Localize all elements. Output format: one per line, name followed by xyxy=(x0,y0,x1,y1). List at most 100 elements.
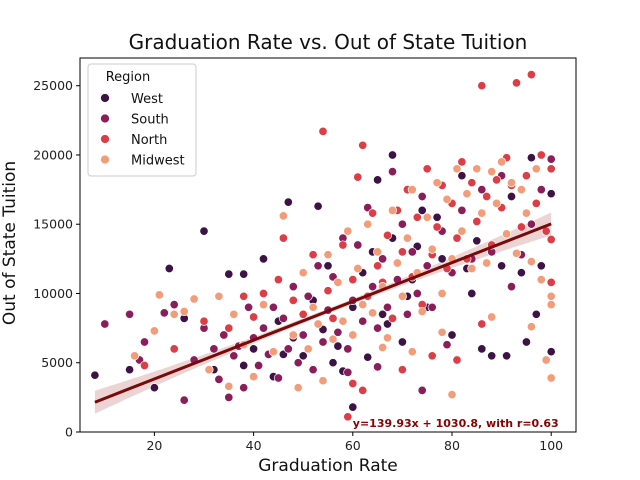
data-point xyxy=(467,178,477,188)
data-point xyxy=(526,219,536,229)
data-point xyxy=(258,323,269,333)
data-point xyxy=(308,250,318,260)
data-point xyxy=(502,351,512,361)
data-point xyxy=(427,351,437,361)
data-point xyxy=(506,178,517,188)
data-point xyxy=(313,319,323,329)
data-point xyxy=(536,150,546,160)
y-tick-label: 25000 xyxy=(33,78,73,93)
data-point xyxy=(497,261,507,271)
x-tick-label: 20 xyxy=(146,438,162,453)
data-point xyxy=(348,275,358,285)
data-point xyxy=(506,191,517,202)
data-point xyxy=(531,198,541,208)
data-point xyxy=(244,302,254,312)
data-point xyxy=(477,344,487,354)
data-point xyxy=(273,373,283,383)
x-tick-label: 100 xyxy=(539,438,563,453)
data-point xyxy=(382,230,393,240)
data-point xyxy=(521,208,531,218)
legend-title: Region xyxy=(106,70,151,85)
data-point xyxy=(457,205,467,215)
data-point xyxy=(447,330,457,340)
y-tick-label: 20000 xyxy=(33,147,73,162)
data-point xyxy=(293,383,303,393)
data-point xyxy=(472,236,482,246)
data-point xyxy=(298,309,308,319)
data-point xyxy=(516,185,526,195)
data-point xyxy=(169,344,179,354)
data-point xyxy=(363,352,373,362)
data-point xyxy=(452,164,462,174)
regression-annotation: y=139.93x + 1030.8, with r=0.63 xyxy=(353,417,559,430)
data-point xyxy=(467,288,477,299)
data-point xyxy=(358,316,368,326)
data-point xyxy=(546,291,556,301)
data-point xyxy=(387,313,398,323)
data-point xyxy=(224,381,234,391)
data-point xyxy=(387,150,398,160)
data-point xyxy=(437,327,447,337)
data-point xyxy=(288,295,298,305)
data-point xyxy=(521,337,531,347)
data-point xyxy=(125,309,135,319)
data-point xyxy=(546,154,556,164)
data-point xyxy=(268,347,278,357)
data-point xyxy=(546,234,556,245)
data-point xyxy=(442,340,452,350)
data-point xyxy=(273,275,283,285)
data-point xyxy=(526,153,536,163)
data-point xyxy=(378,309,388,319)
x-axis-label: Graduation Rate xyxy=(258,456,398,476)
series-west xyxy=(90,150,556,412)
data-point xyxy=(373,323,383,333)
data-point xyxy=(149,383,159,393)
y-tick-label: 10000 xyxy=(33,286,73,301)
data-point xyxy=(492,198,502,208)
data-point xyxy=(536,261,546,271)
data-point xyxy=(387,167,398,177)
legend-entry-label: West xyxy=(131,92,163,107)
data-point xyxy=(417,205,427,215)
data-point xyxy=(169,300,179,310)
data-point xyxy=(422,261,432,271)
data-point xyxy=(368,308,378,318)
data-point xyxy=(402,233,412,243)
data-point xyxy=(343,344,353,354)
data-point xyxy=(229,351,239,361)
data-point xyxy=(407,347,417,357)
data-point xyxy=(511,248,522,258)
data-point xyxy=(214,291,224,301)
data-point xyxy=(328,334,338,344)
data-point xyxy=(477,208,487,218)
data-point xyxy=(511,78,522,88)
data-point xyxy=(502,229,512,239)
data-point xyxy=(258,254,269,264)
data-point xyxy=(417,306,427,317)
data-point xyxy=(125,365,135,375)
data-point xyxy=(546,347,556,357)
data-point xyxy=(477,81,487,91)
data-point xyxy=(283,197,293,207)
data-point xyxy=(219,330,229,340)
legend-entry-label: Midwest xyxy=(131,154,185,169)
data-point xyxy=(541,355,551,365)
data-point xyxy=(348,330,358,340)
data-point xyxy=(199,226,209,236)
data-point xyxy=(382,333,393,343)
axes-frame xyxy=(79,57,577,433)
data-point xyxy=(462,189,472,199)
y-tick-label: 5000 xyxy=(41,355,73,370)
data-point xyxy=(179,306,189,317)
data-point xyxy=(268,302,278,312)
data-point xyxy=(487,167,497,177)
data-point xyxy=(382,302,393,312)
data-point xyxy=(343,226,353,236)
data-point xyxy=(432,212,442,222)
data-point xyxy=(353,240,363,250)
data-point xyxy=(139,337,150,347)
plot-area xyxy=(90,70,556,422)
data-point xyxy=(373,362,383,372)
data-point xyxy=(239,360,249,371)
